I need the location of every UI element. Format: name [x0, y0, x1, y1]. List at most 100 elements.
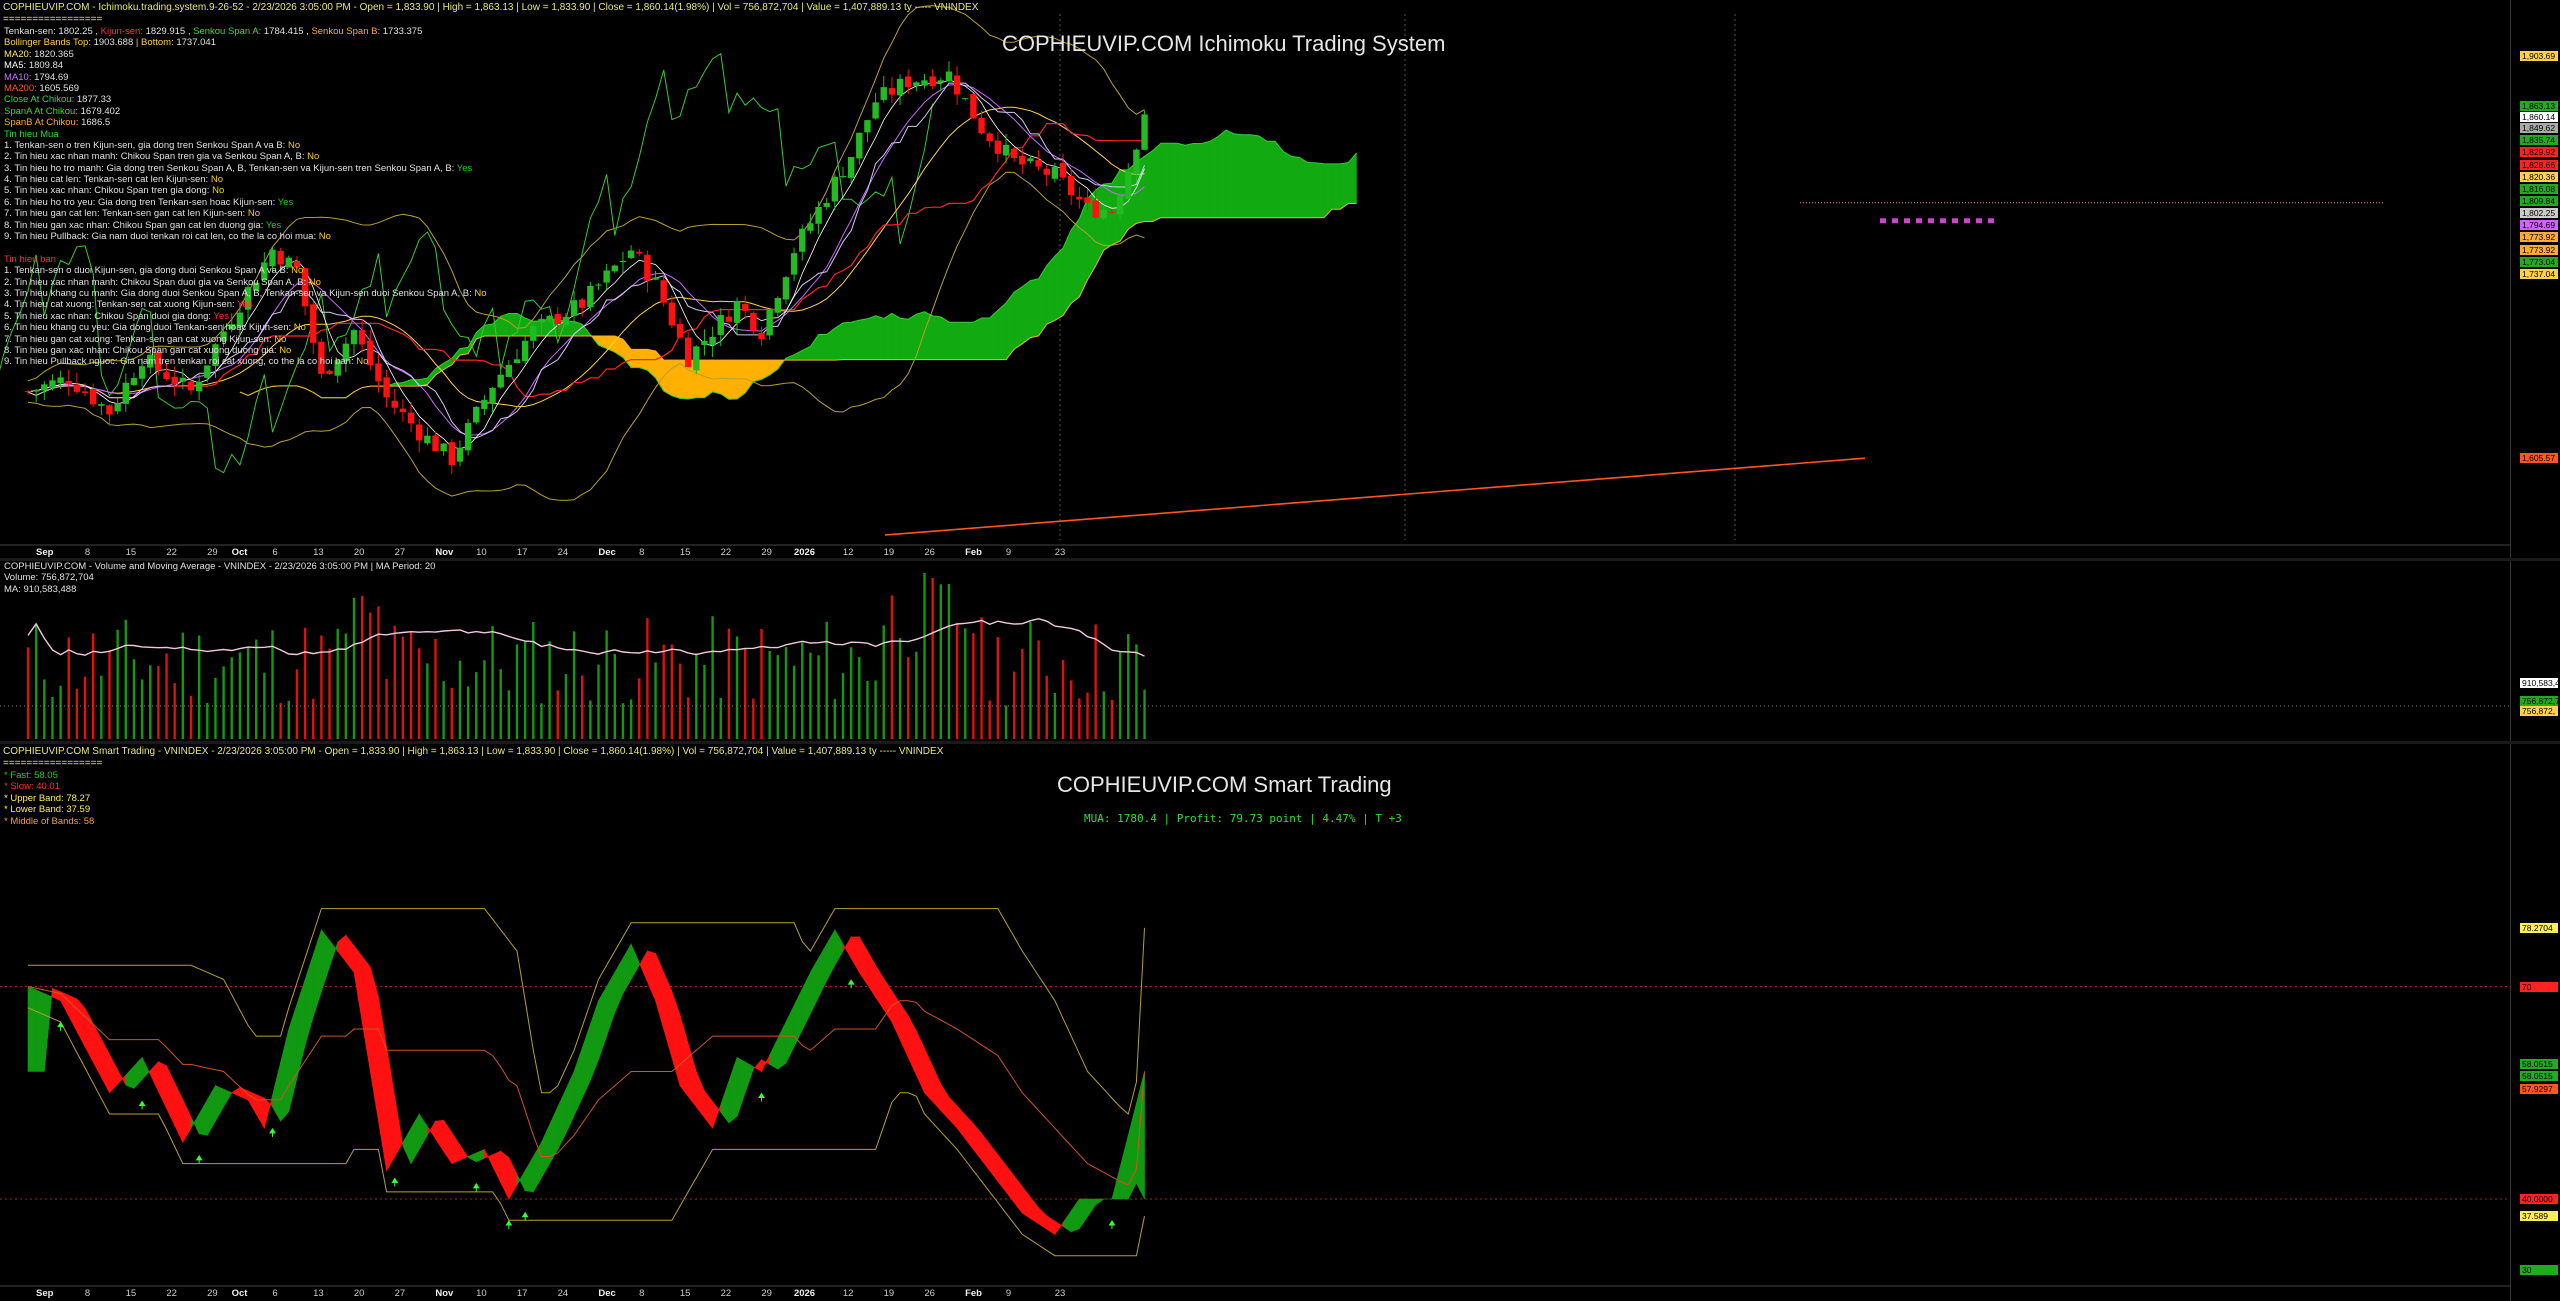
candle-body [489, 387, 496, 404]
ichimoku-info-text: SpanA At Chikou: [4, 105, 81, 117]
ichimoku-info-text: 1784.415 [263, 26, 304, 37]
volume-bar [385, 678, 388, 739]
ichimoku-info-line: Close At Chikou: 1877.33 [4, 94, 487, 105]
candle-body [676, 324, 684, 338]
kumo-cloud-segment [1323, 163, 1333, 219]
smart-trading-pane[interactable]: COPHIEUVIP.COM Smart Trading - VNINDEX -… [0, 744, 2560, 1301]
ichimoku-header-sep: ================= [3, 14, 103, 25]
ichimoku-pane[interactable]: COPHIEUVIP.COM - Ichimoku.trading.system… [0, 0, 2560, 558]
price-label: 1,829.92 [2520, 147, 2558, 158]
volume-bar [972, 633, 975, 739]
volume-value-label: 910,583,4 [2520, 678, 2558, 688]
smart-info-line: * Upper Band: 78.27 [4, 793, 94, 804]
volume-bar [735, 636, 739, 739]
ichimoku-info-text: Yes [456, 162, 473, 174]
oscillator-ribbon-segment [418, 1112, 428, 1151]
volume-pane[interactable]: COPHIEUVIP.COM - Volume and Moving Avera… [0, 561, 2560, 741]
smart-date-label: Nov [435, 1288, 454, 1299]
volume-bar [882, 625, 885, 739]
candle-body [106, 405, 113, 415]
candle-body [668, 302, 676, 326]
kumo-cloud-segment [850, 319, 860, 360]
candle-body [750, 312, 757, 331]
candle-body [733, 301, 741, 323]
oscillator-ribbon-segment [1030, 1196, 1039, 1225]
kumo-cloud-segment [769, 359, 779, 376]
candle-body [823, 203, 830, 207]
volume-header: COPHIEUVIP.COM - Volume and Moving Avera… [4, 561, 436, 572]
candle-body [253, 282, 260, 291]
oscillator-ribbon-segment [198, 1098, 208, 1136]
volume-bar [75, 688, 79, 739]
candle-body [293, 260, 301, 268]
price-label: 1,773.04 [2520, 256, 2558, 267]
candle-body [978, 117, 985, 134]
smart-info-text: * Upper Band: [4, 792, 67, 804]
candle-body [1043, 168, 1050, 175]
candle-body [945, 71, 953, 82]
ichimoku-info-text: Tin hieu Mua [4, 128, 59, 140]
candle-body [49, 380, 56, 388]
volume-bar [222, 666, 225, 739]
candle-body [790, 253, 798, 275]
kumo-cloud-segment [810, 333, 819, 361]
ichimoku-date-label: 22 [166, 547, 177, 558]
ichimoku-date-label: 29 [207, 547, 218, 558]
ichimoku-info-line: SpanB At Chikou: 1686.5 [4, 117, 487, 128]
oscillator-ribbon-segment [247, 1090, 257, 1116]
candle-body [1116, 195, 1124, 215]
volume-value-label: 756,872,7 [2520, 696, 2558, 706]
smart-header-symbol: ----- VNINDEX [879, 746, 944, 757]
ichimoku-info-text: 4. Tin hieu cat xuong: Tenkan-sen cat xu… [4, 299, 238, 311]
oscillator-ribbon-segment [84, 1008, 94, 1063]
candle-body [839, 176, 847, 178]
smart-header-sep: ================= [3, 758, 103, 769]
volume-bar [312, 698, 315, 739]
oscillator-ribbon-segment [907, 1015, 917, 1076]
volume-bar [108, 650, 111, 739]
oscillator-ribbon-segment [720, 1080, 730, 1124]
oscillator-ribbon-segment [663, 972, 673, 1058]
volume-bar [703, 664, 706, 739]
price-label: 1,820.36 [2520, 171, 2558, 182]
candle-body [171, 376, 178, 385]
oscillator-ribbon-segment [378, 997, 387, 1171]
candle-body [530, 326, 537, 341]
oscillator-ribbon-segment [810, 957, 819, 1014]
oscillator-ribbon-segment [101, 1038, 110, 1093]
volume-bar [532, 621, 535, 739]
ichimoku-date-label: 24 [557, 547, 569, 558]
smart-date-label: 29 [207, 1288, 218, 1299]
candle-body [473, 406, 480, 423]
volume-bar [556, 690, 559, 739]
volume-bar [83, 676, 87, 739]
candle-body [579, 299, 586, 308]
volume-bar [955, 622, 959, 739]
volume-bar [1078, 698, 1081, 739]
smart-date-label: 10 [476, 1288, 487, 1299]
candle-body [807, 223, 814, 231]
candle-body [440, 443, 447, 452]
oscillator-ribbon-segment [867, 949, 876, 999]
candle-body [799, 228, 806, 252]
smart-info-text: * Lower Band: [4, 804, 67, 816]
kumo-cloud-segment [720, 359, 730, 400]
price-label: 1,903.69 [2520, 50, 2558, 61]
ichimoku-info-line: SpanA At Chikou: 1679.402 [4, 106, 487, 117]
oscillator-ribbon-segment [565, 1071, 575, 1134]
ichimoku-info-line: 2. Tin hieu xac nhan manh: Chikou Span d… [4, 277, 487, 288]
smart-info-text: * Fast: [4, 770, 35, 781]
candle-body [57, 377, 64, 384]
volume-bar [646, 618, 649, 739]
ichimoku-info-text: 1737.041 [176, 37, 216, 49]
candle-body [888, 88, 896, 95]
oscillator-ribbon-segment [1038, 1207, 1048, 1230]
oscillator-ribbon-segment [361, 955, 371, 1072]
volume-bar [898, 637, 902, 739]
ichimoku-date-label: 19 [883, 547, 895, 558]
oscillator-value-label: 58.0515 [2520, 1071, 2558, 1082]
volume-bar [1094, 624, 1097, 739]
smart-date-label: 15 [125, 1288, 137, 1299]
buy-arrow [847, 979, 855, 989]
volume-bar [996, 637, 1000, 739]
